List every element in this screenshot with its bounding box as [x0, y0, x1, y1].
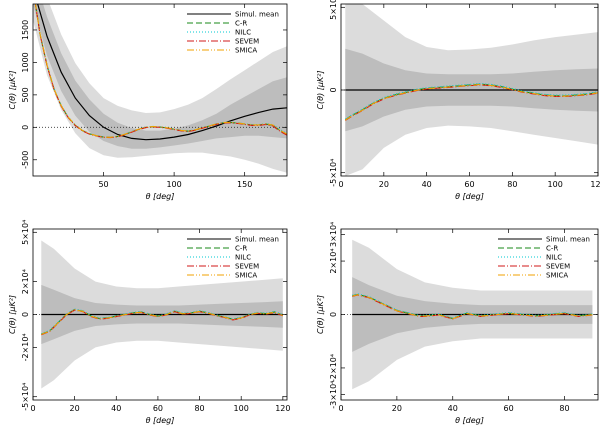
- legend-label: SEVEM: [235, 38, 259, 46]
- inner-confidence-band: [33, 4, 287, 149]
- legend-label: C-R: [546, 245, 558, 253]
- series-sevem: [34, 4, 287, 139]
- y-tick-label: 1500: [21, 20, 30, 40]
- x-tick-label: 80: [194, 404, 204, 413]
- series-sevem: [345, 84, 598, 121]
- y-axis-title: C(θ) [μK²]: [8, 295, 17, 334]
- legend-label: SMICA: [546, 272, 568, 280]
- y-tick-label: -2×10⁴: [329, 354, 338, 382]
- y-tick-label: -5×10⁴: [329, 159, 338, 187]
- x-tick-label: 0: [338, 404, 343, 413]
- y-axis-title: C(θ) [μK²]: [316, 295, 325, 334]
- legend-label: NILC: [235, 29, 251, 37]
- legend-label: NILC: [546, 254, 562, 262]
- plot-area: [341, 239, 598, 390]
- series-simul-mean: [37, 4, 287, 141]
- x-tick-label: 0: [30, 404, 35, 413]
- x-tick-label: 120: [275, 404, 290, 413]
- x-tick-label: 100: [166, 180, 181, 189]
- y-tick-label: 2×10⁴: [21, 269, 30, 294]
- x-axis-title: θ [deg]: [455, 192, 484, 201]
- x-tick-label: 80: [559, 404, 569, 413]
- x-tick-label: 80: [507, 180, 517, 189]
- x-tick-label: 40: [422, 180, 432, 189]
- series-smica: [352, 294, 593, 320]
- legend-label: SEVEM: [235, 263, 259, 271]
- y-tick-label: 2×10⁴: [329, 248, 338, 273]
- y-tick-label: 5×10⁴: [21, 220, 30, 245]
- legend-label: SEVEM: [546, 263, 570, 271]
- x-tick-label: 60: [153, 404, 163, 413]
- series-smica: [34, 4, 287, 138]
- y-tick-label: -5×10⁴: [21, 383, 30, 411]
- series-c-r: [352, 293, 593, 320]
- x-tick-label: 20: [379, 180, 389, 189]
- x-tick-label: 20: [392, 404, 402, 413]
- y-axis-title: C(θ) [μK²]: [8, 70, 17, 109]
- legend-label: Simul. mean: [546, 236, 590, 244]
- plot-frame: [32, 3, 288, 177]
- plot-area: [33, 240, 287, 389]
- y-tick-label: 1000: [21, 52, 30, 72]
- y-tick-label: -2×10⁴: [21, 333, 30, 361]
- y-tick-label: 5×10⁴: [329, 0, 338, 20]
- y-tick-label: 3×10⁴: [329, 222, 338, 247]
- legend-label: SMICA: [235, 47, 257, 55]
- x-tick-label: 60: [464, 180, 474, 189]
- legend-label: NILC: [235, 254, 251, 262]
- y-tick-label: 0: [21, 312, 30, 317]
- chart-panel-1: 50 100 150 -500 0 500 1000 1500 θ [deg] C(θ) [μK²…: [8, 3, 288, 201]
- y-axis-title: C(θ) [μK²]: [316, 70, 325, 109]
- plot-area: [33, 4, 287, 173]
- plot-area: [341, 4, 598, 176]
- x-axis-title: θ [deg]: [455, 416, 484, 425]
- chart-panel-3: 0 20 40 60 80 100 120 -5×10⁴ -2×10⁴ 0 2×10⁴ 5×10⁴ θ …: [8, 220, 290, 425]
- x-tick-label: 40: [111, 404, 121, 413]
- y-tick-label: -3×10⁴: [329, 381, 338, 409]
- series-nilc: [352, 293, 593, 319]
- series-nilc: [41, 308, 284, 335]
- x-tick-label: 0: [338, 180, 343, 189]
- series-c-r: [344, 83, 598, 121]
- x-axis-title: θ [deg]: [146, 192, 175, 201]
- x-tick-label: 40: [448, 404, 458, 413]
- x-tick-label: 100: [548, 180, 563, 189]
- legend-label: SMICA: [235, 272, 257, 280]
- legend-label: C-R: [235, 245, 247, 253]
- x-tick-label: 150: [237, 180, 252, 189]
- y-tick-label: 0: [329, 87, 338, 92]
- y-tick-label: 0: [21, 125, 30, 130]
- x-axis-title: θ [deg]: [146, 416, 175, 425]
- x-tick-label: 100: [234, 404, 249, 413]
- y-tick-label: 500: [21, 87, 30, 102]
- legend-label: Simul. mean: [235, 236, 279, 244]
- x-tick-label: 50: [98, 180, 108, 189]
- legend-label: C-R: [235, 20, 247, 28]
- y-tick-label: 0: [329, 312, 338, 317]
- x-tick-label: 120: [590, 180, 600, 189]
- x-tick-label: 20: [70, 404, 80, 413]
- series-smica: [41, 309, 284, 335]
- y-tick-label: -500: [21, 151, 30, 169]
- x-tick-label: 60: [504, 404, 514, 413]
- legend-label: Simul. mean: [235, 11, 279, 19]
